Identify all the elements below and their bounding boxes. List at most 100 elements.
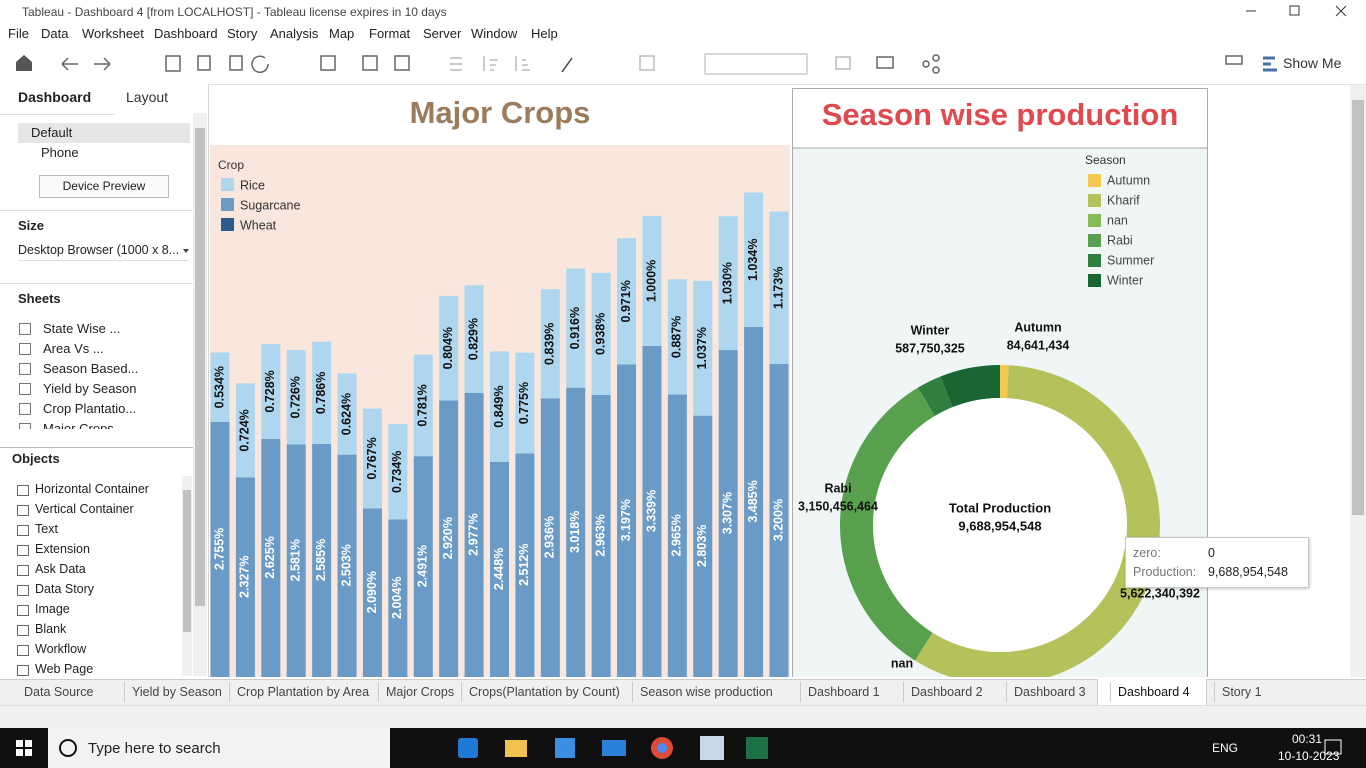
legend-swatch xyxy=(1088,194,1101,207)
search-box[interactable] xyxy=(48,728,390,768)
tab-separator xyxy=(800,682,801,702)
bar-segment xyxy=(566,387,586,677)
object-item[interactable]: Ask Data xyxy=(35,562,86,576)
bar-label: 0.804% xyxy=(441,327,455,369)
sheet-tab[interactable]: Dashboard 2 xyxy=(911,685,983,699)
search-placeholder[interactable]: Type here to search xyxy=(88,740,221,757)
tab-separator xyxy=(461,682,462,702)
sheet-tab[interactable]: Dashboard 4 xyxy=(1118,685,1190,699)
sheet-tab[interactable]: Season wise production xyxy=(640,685,773,699)
object-item[interactable]: Vertical Container xyxy=(35,502,134,516)
object-item[interactable]: Extension xyxy=(35,542,90,556)
sheet-item[interactable]: Yield by Season xyxy=(43,381,137,396)
bar-segment xyxy=(566,268,586,388)
objects-scroll-thumb[interactable] xyxy=(183,490,191,632)
language: ENG xyxy=(1212,741,1239,755)
sidebar-tab[interactable]: Layout xyxy=(126,89,169,105)
bar-segment xyxy=(286,350,306,445)
tab-separator xyxy=(632,682,633,702)
bar-label: 0.887% xyxy=(670,316,684,358)
search-icon xyxy=(59,739,77,757)
menu-item[interactable]: Help xyxy=(531,26,558,41)
bar-segment xyxy=(210,421,230,677)
sheet-item[interactable]: State Wise ... xyxy=(43,321,121,336)
size-dropdown[interactable]: Desktop Browser (1000 x 8... xyxy=(18,243,188,261)
sheet-tab[interactable]: Major Crops xyxy=(386,685,455,699)
bar-label: 0.624% xyxy=(339,393,353,435)
menu-item[interactable]: Story xyxy=(227,26,258,41)
menu-item[interactable]: Server xyxy=(423,26,462,41)
bar-segment xyxy=(617,364,637,677)
legend-label: Wheat xyxy=(240,218,277,232)
slice-name: Autumn xyxy=(1014,320,1061,334)
sheet-icon xyxy=(19,343,31,355)
menu-item[interactable]: File xyxy=(8,26,29,41)
object-item[interactable]: Web Page xyxy=(35,662,94,676)
bar-segment xyxy=(744,192,764,327)
status-bar xyxy=(0,705,1366,729)
sidebar-tab[interactable]: Dashboard xyxy=(18,89,92,105)
device-option[interactable]: Default xyxy=(31,125,73,140)
object-item[interactable]: Workflow xyxy=(35,642,87,656)
device-preview-button[interactable]: Device Preview xyxy=(39,175,169,198)
sheet-tab[interactable]: Dashboard 3 xyxy=(1014,685,1086,699)
app-icon xyxy=(657,743,667,753)
menu-item[interactable]: Map xyxy=(329,26,355,41)
bar-segment xyxy=(693,415,713,677)
menu-item[interactable]: Format xyxy=(369,26,411,41)
object-item[interactable]: Data Story xyxy=(35,582,95,596)
bar-label: 2.977% xyxy=(466,513,480,555)
legend-swatch xyxy=(221,178,234,191)
sheet-tab[interactable]: Crop Plantation by Area xyxy=(237,685,370,699)
sidebar-collapse[interactable] xyxy=(194,88,205,104)
bar-segment xyxy=(464,285,484,393)
bar-label: 1.000% xyxy=(644,260,658,302)
right-scroll-thumb[interactable] xyxy=(1352,100,1364,515)
bar-segment xyxy=(362,408,382,509)
bar-label: 0.849% xyxy=(492,385,506,427)
donut-slice xyxy=(915,632,933,661)
device-option[interactable]: Phone xyxy=(41,145,79,160)
bar-label: 2.965% xyxy=(670,514,684,556)
menu-item[interactable]: Window xyxy=(471,26,518,41)
sheet-item[interactable]: Crop Plantatio... xyxy=(43,401,137,416)
bar-label: 2.585% xyxy=(314,539,328,581)
tab-separator xyxy=(229,682,230,702)
menu-item[interactable]: Dashboard xyxy=(154,26,218,41)
bar-segment xyxy=(210,352,230,422)
sheet-tab[interactable]: Story 1 xyxy=(1222,685,1262,699)
sheet-item[interactable]: Major Crops xyxy=(43,421,114,429)
menu-item[interactable]: Worksheet xyxy=(82,26,144,41)
sheet-tab[interactable]: Crops(Plantation by Count) xyxy=(469,685,620,699)
left-scroll-thumb[interactable] xyxy=(195,128,205,606)
object-icon xyxy=(17,585,29,596)
bar-segment xyxy=(744,326,764,677)
bar-label: 2.963% xyxy=(593,514,607,556)
center-label: Total Production xyxy=(949,500,1051,515)
bar-label: 0.971% xyxy=(619,280,633,322)
sheet-item[interactable]: Season Based... xyxy=(43,361,139,376)
bar-segment xyxy=(591,272,611,395)
menu-item[interactable]: Data xyxy=(41,26,69,41)
sheet-item[interactable]: Area Vs ... xyxy=(43,341,104,356)
show-me-button[interactable]: Show Me xyxy=(1283,55,1342,71)
bar-segment xyxy=(464,392,484,677)
sheet-icon xyxy=(19,403,31,415)
bar-segment xyxy=(337,373,357,455)
bar-segment xyxy=(667,394,687,677)
sheet-tab[interactable]: Dashboard 1 xyxy=(808,685,880,699)
left-tab-underline xyxy=(0,112,115,115)
object-item[interactable]: Image xyxy=(35,602,70,616)
object-item[interactable]: Horizontal Container xyxy=(35,482,149,496)
menu-item[interactable]: Analysis xyxy=(270,26,319,41)
object-icon xyxy=(17,625,29,636)
app-icon xyxy=(746,737,768,759)
bar-label: 3.200% xyxy=(771,499,785,541)
sheet-tab[interactable]: Yield by Season xyxy=(132,685,222,699)
bar-label: 0.829% xyxy=(466,318,480,360)
object-item[interactable]: Blank xyxy=(35,622,67,636)
sheet-tab[interactable]: Data Source xyxy=(24,685,94,699)
legend-label: Sugarcane xyxy=(240,198,301,212)
slice-name: Winter xyxy=(911,323,950,337)
object-item[interactable]: Text xyxy=(35,522,58,536)
